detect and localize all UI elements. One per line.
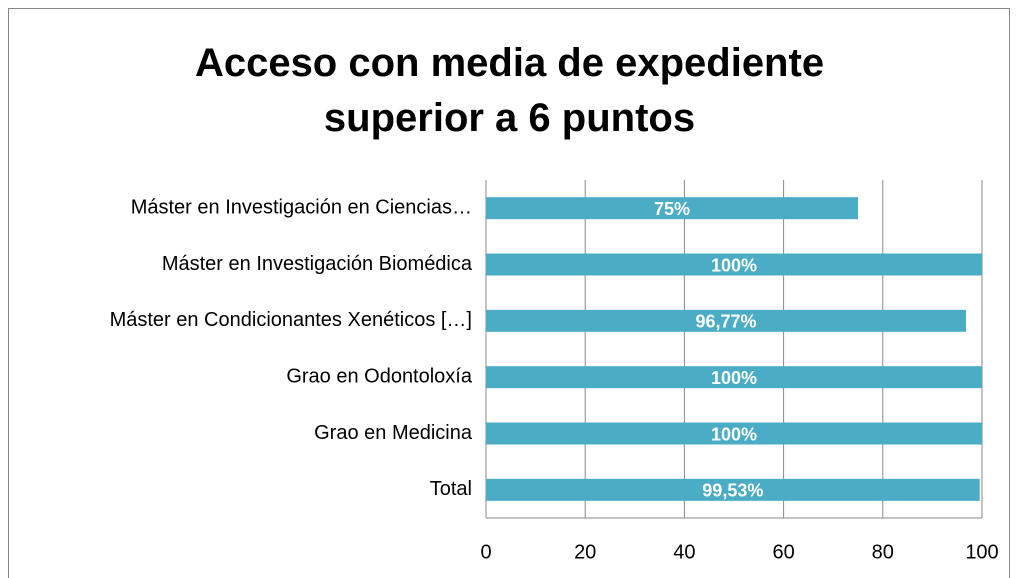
y-tick-label: Grao en Medicina (314, 422, 473, 444)
y-tick-label: Máster en Investigación en Ciencias… (131, 196, 472, 218)
chart-border (8, 8, 1010, 578)
y-tick-label: Máster en Condicionantes Xenéticos […] (110, 309, 472, 331)
data-label: 75% (654, 199, 690, 219)
y-tick-label: Máster en Investigación Biomédica (162, 253, 473, 275)
y-tick-label: Total (430, 478, 472, 500)
bar (486, 253, 982, 276)
bar (486, 197, 858, 220)
bar (486, 309, 966, 332)
bar (486, 422, 982, 445)
x-tick-label: 20 (574, 541, 596, 563)
data-label: 100% (711, 424, 757, 444)
bar (486, 366, 982, 389)
data-label: 96,77% (695, 312, 756, 332)
x-tick-label: 0 (480, 541, 491, 563)
data-label: 99,53% (702, 481, 763, 501)
x-tick-label: 60 (772, 541, 794, 563)
bar (486, 478, 980, 501)
x-tick-label: 80 (872, 541, 894, 563)
y-tick-label: Grao en Odontoloxía (286, 365, 473, 387)
title-box: Acceso con media de expediente superior … (0, 36, 1019, 146)
x-tick-label: 100 (965, 541, 998, 563)
data-label: 100% (711, 368, 757, 388)
chart-title: Acceso con media de expediente superior … (194, 41, 825, 140)
x-tick-label: 40 (673, 541, 695, 563)
data-label: 100% (711, 255, 757, 275)
